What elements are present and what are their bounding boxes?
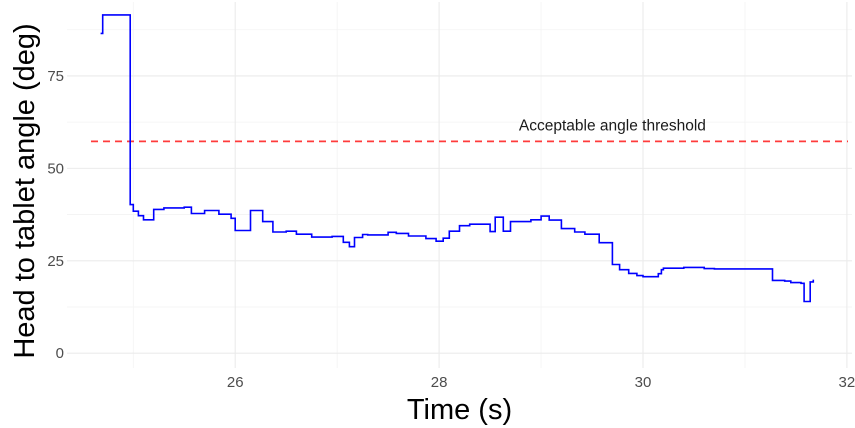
x-axis-title: Time (s)	[407, 394, 512, 426]
y-tick-labels: 0 25 50 75	[47, 68, 64, 362]
threshold-label: Acceptable angle threshold	[519, 117, 706, 134]
x-tick-label: 28	[431, 374, 448, 391]
series-line	[100, 14, 815, 303]
y-tick-label: 75	[47, 68, 64, 85]
threshold: Acceptable angle threshold	[91, 117, 848, 143]
y-tick-label: 50	[47, 160, 64, 177]
x-tick-labels: 26 28 30 32	[227, 374, 855, 391]
y-tick-label: 25	[47, 253, 64, 270]
minor-gridlines	[67, 2, 852, 368]
major-gridlines	[67, 2, 852, 368]
x-tick-label: 32	[839, 374, 855, 391]
y-axis-title: Head to tablet angle (deg)	[9, 23, 41, 358]
x-tick-label: 26	[227, 374, 244, 391]
y-tick-label: 0	[56, 345, 64, 362]
x-tick-label: 30	[635, 374, 652, 391]
